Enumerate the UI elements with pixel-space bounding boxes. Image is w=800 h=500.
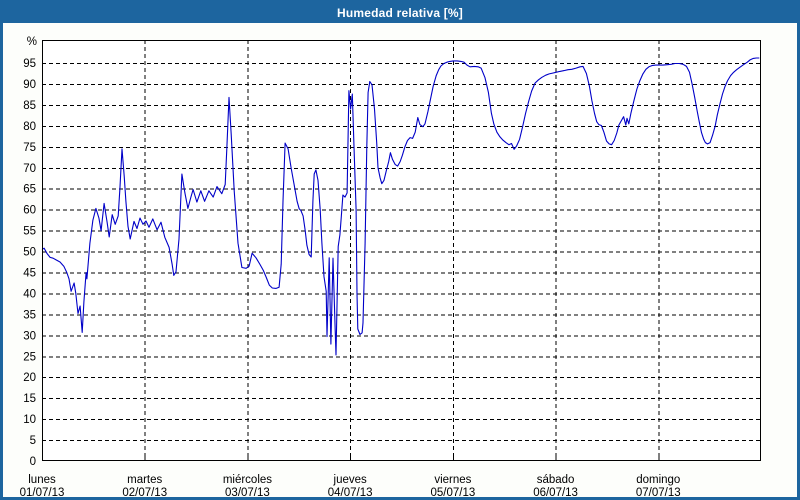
- x-tick-date: 05/07/13: [430, 487, 475, 497]
- x-tick-day-name: martes: [127, 474, 162, 486]
- y-axis-tick-labels: 0 5 10 15 20 25 30 35 40 45 50 55 60 65 70 75 80 85 90 95: [23, 58, 36, 468]
- x-tick-date: 07/07/13: [636, 487, 681, 497]
- x-tick-day-name: sábado: [537, 474, 575, 486]
- x-tick-date: 03/07/13: [225, 487, 270, 497]
- svg-text:85: 85: [23, 100, 36, 112]
- svg-text:20: 20: [23, 372, 36, 384]
- svg-text:95: 95: [23, 58, 36, 70]
- x-tick-date: 06/07/13: [533, 487, 578, 497]
- svg-text:10: 10: [23, 414, 36, 426]
- svg-text:30: 30: [23, 330, 36, 342]
- chart-area: 0 5 10 15 20 25 30 35 40 45 50 55 60 65 70 75 80 85 90 95% l…: [3, 23, 797, 497]
- y-axis-unit-label: %: [27, 36, 37, 48]
- svg-text:40: 40: [23, 288, 36, 300]
- x-tick-day-name: viernes: [434, 474, 471, 486]
- svg-text:25: 25: [23, 351, 36, 363]
- plot-frame: [41, 39, 762, 462]
- x-tick-date: 02/07/13: [122, 487, 167, 497]
- humidity-series-line: [41, 57, 760, 356]
- plot-background: [42, 40, 761, 461]
- svg-text:80: 80: [23, 121, 36, 133]
- svg-text:65: 65: [23, 184, 36, 196]
- svg-text:50: 50: [23, 247, 36, 259]
- window-title-bar: Humedad relativa [%]: [3, 3, 797, 23]
- window-title: Humedad relativa [%]: [336, 6, 464, 20]
- x-tick-day-name: domingo: [636, 474, 680, 486]
- svg-text:0: 0: [30, 456, 36, 468]
- svg-text:5: 5: [30, 435, 36, 447]
- x-tick-day-name: jueves: [333, 474, 367, 486]
- x-tick-day-name: miércoles: [223, 474, 272, 486]
- x-tick-date: 01/07/13: [20, 487, 65, 497]
- svg-text:70: 70: [23, 163, 36, 175]
- x-tick-date: 04/07/13: [328, 487, 373, 497]
- svg-text:90: 90: [23, 79, 36, 91]
- svg-text:60: 60: [23, 205, 36, 217]
- svg-text:15: 15: [23, 393, 36, 405]
- humidity-line-chart: 0 5 10 15 20 25 30 35 40 45 50 55 60 65 70 75 80 85 90 95% l…: [20, 36, 762, 497]
- x-tick-day-name: lunes: [28, 474, 56, 486]
- svg-text:55: 55: [23, 226, 36, 238]
- svg-text:75: 75: [23, 142, 36, 154]
- svg-text:45: 45: [23, 267, 36, 279]
- grid-lines: [42, 40, 761, 461]
- svg-text:35: 35: [23, 309, 36, 321]
